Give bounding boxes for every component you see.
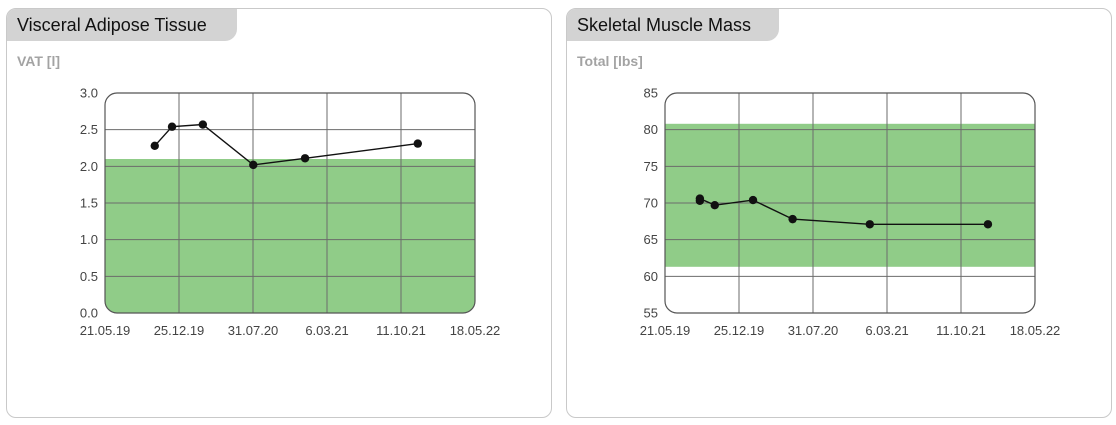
smm-x-tick-label: 31.07.20	[788, 323, 839, 338]
vat-data-point	[150, 141, 159, 150]
vat-plot-frame	[104, 92, 476, 314]
vat-x-tick-label: 21.05.19	[80, 323, 131, 338]
smm-plot-frame	[664, 92, 1036, 314]
vat-x-tick-label: 18.05.22	[450, 323, 501, 338]
smm-y-tick-label: 55	[644, 306, 658, 321]
vat-x-tick-label: 11.10.21	[376, 323, 426, 338]
vat-reference-band	[105, 159, 475, 313]
smm-data-point	[695, 194, 705, 203]
smm-x-tick-label: 18.05.22	[1010, 323, 1061, 338]
vat-x-tick-label: 31.07.20	[228, 323, 279, 338]
vat-chart: 0.0 0.5 1.0 1.5 2.0 2.5 3.0 21.05.19 25.12.19 31.…	[80, 86, 501, 339]
vat-y-tick-label: 2.0	[80, 159, 98, 174]
vat-data-point	[198, 120, 208, 129]
smm-y-tick-label: 60	[644, 269, 658, 284]
vat-data-point	[167, 122, 177, 131]
smm-data-point	[748, 195, 758, 205]
smm-panel: Skeletal Muscle Mass Total [lbs] 55 60 65 7…	[566, 8, 1112, 418]
smm-x-tick-label: 11.10.21	[936, 323, 986, 338]
smm-y-tick-label: 85	[644, 86, 658, 101]
smm-metric-label: Total [lbs]	[577, 53, 643, 69]
smm-data-point	[710, 201, 719, 210]
vat-y-tick-label: 2.5	[80, 122, 98, 137]
smm-reference-band	[665, 123, 1035, 267]
vat-y-tick-label: 3.0	[80, 86, 98, 101]
smm-x-tick-label: 25.12.19	[714, 323, 765, 338]
vat-data-point	[413, 139, 422, 148]
vat-y-tick-label: 0.0	[80, 306, 98, 321]
vat-x-tick-label: 6.03.21	[305, 323, 348, 338]
smm-y-tick-label: 80	[644, 122, 658, 137]
vat-panel-title: Visceral Adipose Tissue	[7, 9, 237, 41]
smm-chart: 55 60 65 70 75 80 85 21.05.19 25.12.19 31.07.20 6.…	[640, 86, 1061, 339]
smm-data-point	[983, 220, 993, 229]
smm-plot-clip-group	[665, 93, 1035, 313]
vat-panel: Visceral Adipose Tissue VAT [l] 0.0 0.5 1.…	[6, 8, 552, 418]
smm-y-tick-label: 70	[644, 196, 658, 211]
vat-x-tick-label: 25.12.19	[154, 323, 205, 338]
smm-data-point	[865, 220, 875, 229]
vat-data-point	[300, 154, 310, 163]
vat-series-line	[154, 123, 418, 166]
smm-x-tick-label: 6.03.21	[865, 323, 908, 338]
vat-y-tick-label: 1.0	[80, 232, 98, 247]
smm-y-tick-label: 65	[644, 232, 658, 247]
smm-panel-title: Skeletal Muscle Mass	[567, 9, 779, 41]
vat-y-tick-label: 1.5	[80, 196, 98, 211]
vat-data-point	[249, 160, 258, 170]
vat-metric-label: VAT [l]	[17, 53, 61, 69]
smm-y-tick-label: 75	[644, 159, 658, 174]
smm-x-tick-label: 21.05.19	[640, 323, 691, 338]
smm-data-point	[788, 214, 797, 224]
vat-plot-clip-group	[105, 93, 475, 313]
vat-y-tick-label: 0.5	[80, 269, 98, 284]
